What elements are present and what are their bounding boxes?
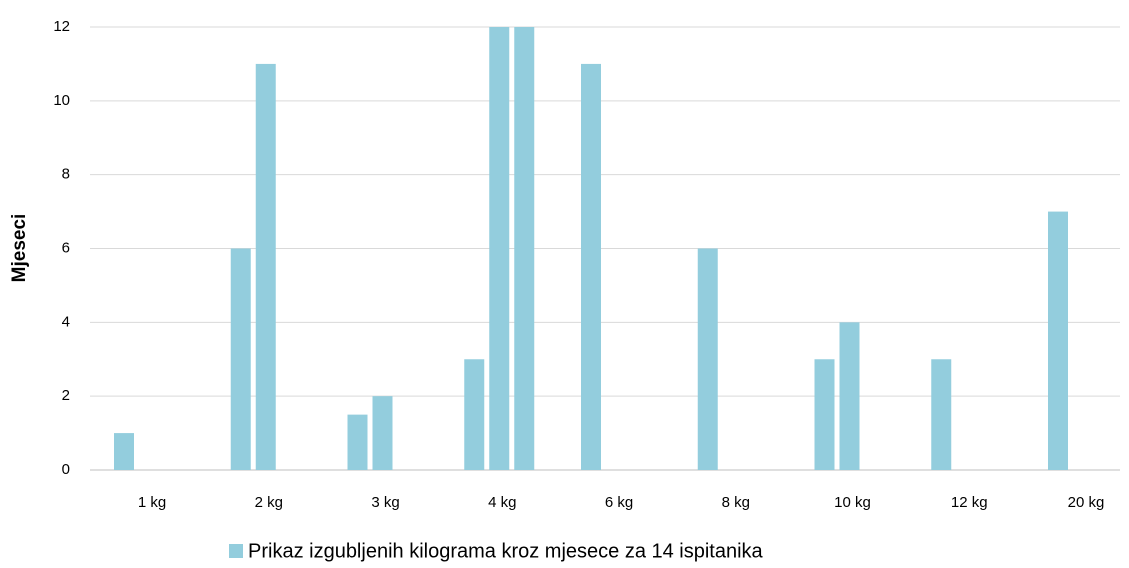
bar <box>347 414 368 470</box>
bar <box>697 248 718 470</box>
bar <box>839 322 860 470</box>
bar <box>814 359 835 470</box>
y-tick-label: 4 <box>62 313 70 330</box>
bar <box>230 248 251 470</box>
y-tick-label: 2 <box>62 387 70 404</box>
bar <box>114 433 134 470</box>
x-tick-label: 4 kg <box>488 494 516 511</box>
x-tick-label: 12 kg <box>951 494 988 511</box>
bar <box>372 396 393 470</box>
bar <box>489 27 510 470</box>
bar <box>581 63 601 471</box>
bar <box>255 63 276 471</box>
x-tick-label: 20 kg <box>1068 494 1105 511</box>
legend-label: Prikaz izgubljenih kilograma kroz mjesec… <box>248 540 764 562</box>
x-tick-label: 10 kg <box>834 494 871 511</box>
x-tick-label: 2 kg <box>255 494 283 511</box>
y-tick-label: 0 <box>62 461 70 478</box>
bar <box>1048 211 1068 471</box>
x-tick-label: 8 kg <box>722 494 750 511</box>
y-tick-label: 12 <box>53 18 70 35</box>
y-tick-label: 8 <box>62 166 70 183</box>
bar <box>464 359 485 470</box>
x-tick-label: 6 kg <box>605 494 633 511</box>
y-tick-label: 10 <box>53 92 70 109</box>
legend-swatch <box>229 544 243 558</box>
bar <box>514 27 535 470</box>
y-tick-label: 6 <box>62 239 70 256</box>
bar <box>931 359 952 470</box>
x-tick-label: 1 kg <box>138 494 166 511</box>
y-axis-label: Mjeseci <box>9 214 30 283</box>
x-tick-label: 3 kg <box>371 494 399 511</box>
